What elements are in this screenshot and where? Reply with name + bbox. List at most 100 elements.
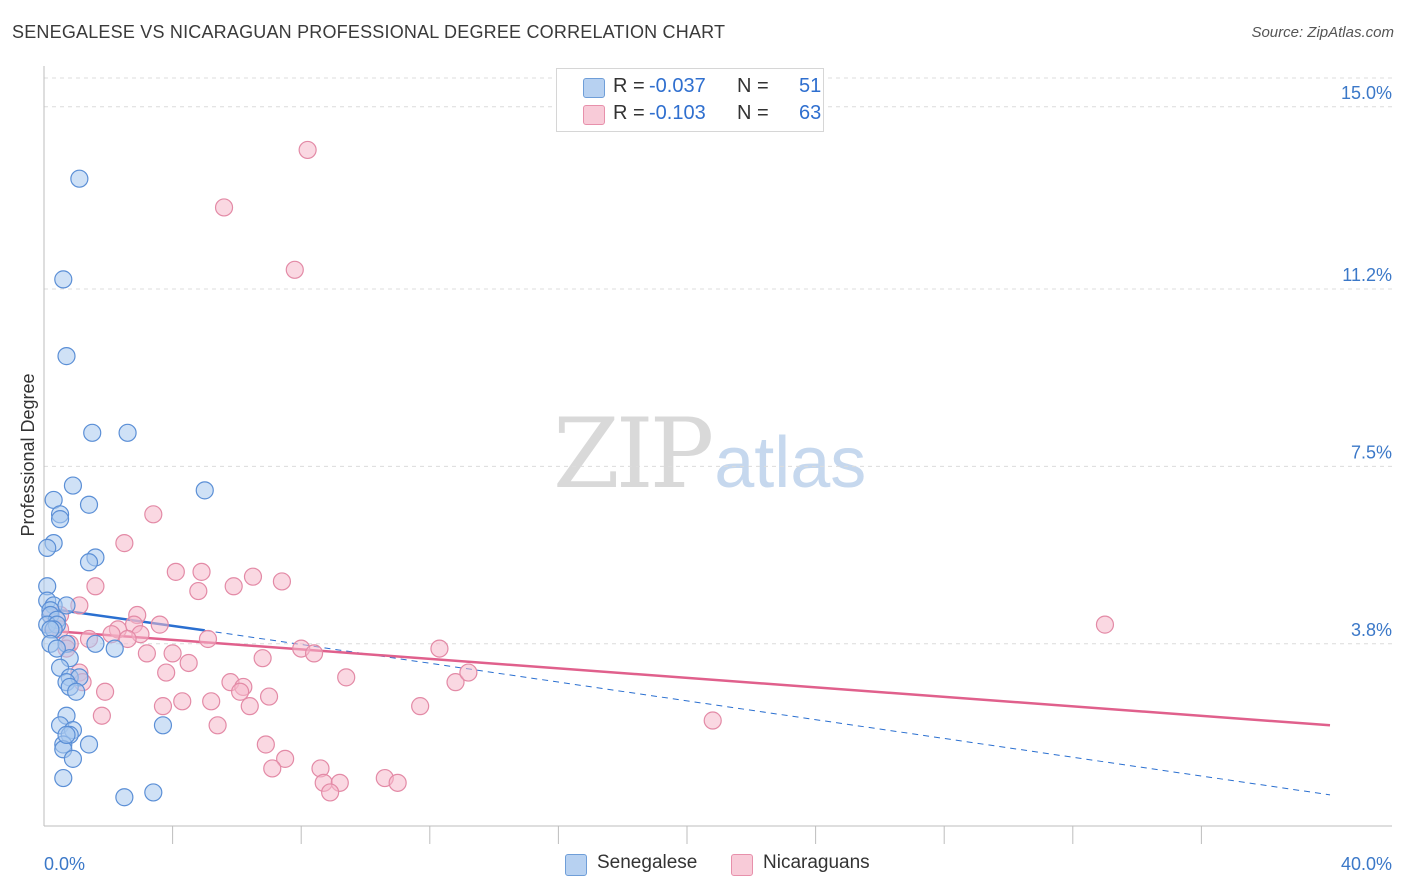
legend-r-value: -0.037 — [649, 75, 706, 97]
senegalese-point — [70, 169, 89, 188]
nicaraguan-point — [298, 140, 317, 160]
nicaraguan-point — [388, 773, 407, 792]
senegalese-point — [86, 634, 105, 653]
nicaraguan-point — [214, 198, 234, 217]
legend-n-value: 63 — [799, 102, 822, 124]
nicaraguan-point — [243, 567, 263, 586]
nicaraguan-trend-line — [43, 629, 1331, 727]
nicaraguan-point — [157, 663, 176, 682]
nicaraguan-point — [231, 682, 250, 701]
senegalese-point — [57, 596, 76, 615]
watermark-atlas: atlas — [714, 423, 867, 503]
senegalese-point — [153, 716, 173, 735]
legend-r-label: R = — [613, 102, 645, 124]
watermark: ZIPatlas — [553, 398, 866, 510]
nicaraguan-point — [276, 749, 295, 768]
senegalese-point — [50, 510, 70, 529]
axis-labels: 3.8% 7.5% 11.2% 15.0% 0.0% 40.0% Professional … — [18, 83, 1392, 874]
senegalese-point — [195, 481, 214, 500]
nicaraguan-point — [153, 697, 173, 716]
senegalese-point — [144, 783, 163, 802]
senegalese-point — [67, 682, 86, 701]
nicaraguan-point — [259, 687, 279, 706]
senegalese-point — [105, 639, 124, 658]
nicaraguan-point — [256, 735, 275, 754]
y-tick-label: 15.0% — [1341, 83, 1392, 103]
nicaraguan-point — [337, 668, 356, 687]
nicaraguan-point — [189, 581, 208, 601]
senegalese-point — [54, 768, 73, 788]
nicaraguan-point — [304, 644, 324, 663]
nicaraguan-point — [263, 759, 282, 778]
senegalese-point — [79, 553, 99, 572]
y-tick-label: 3.8% — [1351, 620, 1392, 640]
senegalese-point — [118, 423, 137, 442]
nicaraguan-point — [86, 577, 105, 596]
nicaraguan-point — [192, 562, 211, 581]
legend-swatch-senegalese — [583, 78, 605, 98]
nicaraguan-point — [253, 649, 272, 668]
bottom-legend-label-senegalese: Senegalese — [597, 852, 698, 873]
senegalese-point — [115, 788, 134, 807]
y-axis-title: Professional Degree — [18, 373, 38, 536]
legend-n-value: 51 — [799, 75, 822, 97]
nicaraguan-point — [95, 682, 115, 701]
nicaraguan-point — [179, 653, 198, 673]
nicaraguan-point — [411, 697, 430, 716]
nicaraguan-point — [321, 783, 340, 802]
nicaraguan-point — [285, 260, 304, 279]
nicaraguan-point — [115, 534, 134, 553]
legend-r-label: R = — [613, 75, 645, 97]
bottom-legend-swatch-senegalese — [565, 854, 587, 876]
data-points — [38, 140, 1115, 807]
y-tick-label: 11.2% — [1342, 265, 1392, 285]
nicaraguan-point — [150, 615, 169, 634]
legend-n-label: N = — [737, 102, 769, 124]
legend-r-value: -0.103 — [649, 102, 706, 124]
senegalese-point — [79, 735, 99, 754]
nicaraguan-point — [208, 716, 227, 735]
senegalese-trend-dashed — [204, 629, 1331, 796]
bottom-legend-swatch-nicaraguans — [731, 854, 753, 876]
senegalese-point — [57, 725, 76, 744]
nicaraguan-point — [1095, 615, 1115, 634]
nicaraguan-point — [198, 629, 218, 649]
nicaraguan-point — [703, 711, 722, 730]
watermark-zip: ZIP — [553, 398, 714, 510]
legend-n-label: N = — [737, 75, 769, 97]
chart-title: SENEGALESE VS NICARAGUAN PROFESSIONAL DE… — [12, 22, 726, 42]
x-tick-label: 0.0% — [44, 854, 85, 874]
senegalese-point — [83, 423, 102, 442]
nicaraguan-point — [240, 697, 259, 716]
senegalese-point — [38, 538, 57, 557]
senegalese-point — [79, 495, 99, 514]
nicaraguan-point — [118, 629, 137, 649]
source-credit: Source: ZipAtlas.com — [1251, 24, 1394, 41]
senegalese-point — [54, 270, 73, 289]
senegalese-point — [47, 639, 66, 658]
nicaraguan-point — [144, 505, 163, 524]
nicaraguan-point — [92, 706, 111, 725]
nicaraguan-point — [137, 644, 156, 663]
correlation-legend: R = -0.037 N = 51 R = -0.103 N = 63 — [556, 68, 824, 132]
bottom-legend-label-nicaraguans: Nicaraguans — [763, 852, 870, 873]
y-tick-label: 7.5% — [1351, 442, 1392, 462]
nicaraguan-point — [202, 692, 221, 711]
legend-swatch-nicaraguans — [583, 105, 605, 125]
nicaraguan-point — [163, 644, 182, 663]
nicaraguan-point — [224, 577, 243, 596]
grid-lines — [44, 77, 1392, 645]
x-tick-label: 40.0% — [1341, 854, 1392, 874]
nicaraguan-point — [446, 673, 465, 692]
senegalese-point — [57, 347, 76, 366]
trend-lines — [43, 606, 1331, 796]
nicaraguan-point — [430, 639, 449, 658]
nicaraguan-point — [166, 562, 185, 581]
axes — [43, 66, 1392, 844]
senegalese-point — [63, 749, 83, 768]
nicaraguan-point — [272, 572, 292, 591]
nicaraguan-point — [459, 663, 478, 682]
nicaraguan-point — [173, 692, 192, 711]
senegalese-point — [63, 476, 83, 495]
